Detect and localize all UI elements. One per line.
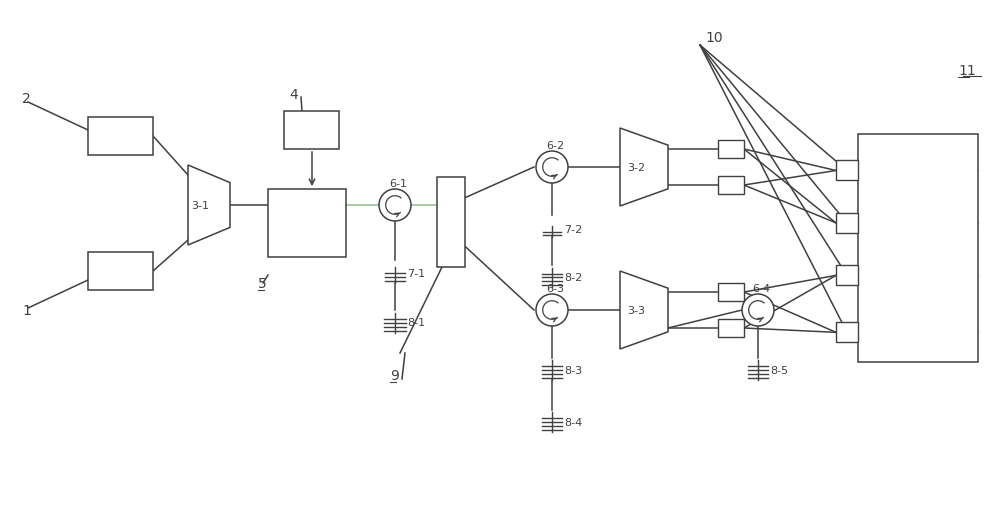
Polygon shape <box>620 272 668 349</box>
Text: 3-1: 3-1 <box>191 200 209 211</box>
Text: 8-4: 8-4 <box>564 417 582 427</box>
Circle shape <box>742 294 774 326</box>
Bar <box>836 323 858 343</box>
Text: 8-3: 8-3 <box>564 365 582 375</box>
Bar <box>437 178 465 268</box>
Bar <box>836 266 858 286</box>
Bar <box>268 189 346 258</box>
Text: 7-2: 7-2 <box>564 225 582 234</box>
Text: 6-4: 6-4 <box>752 283 770 293</box>
Text: 6-3: 6-3 <box>546 283 564 293</box>
Text: 5: 5 <box>258 276 267 290</box>
Text: 1: 1 <box>22 304 31 317</box>
Text: 3-2: 3-2 <box>627 163 645 173</box>
Text: 2: 2 <box>22 92 31 106</box>
Text: 11: 11 <box>958 64 976 78</box>
Text: 9: 9 <box>390 368 399 382</box>
Bar <box>718 141 744 159</box>
Text: 8-2: 8-2 <box>564 273 582 282</box>
Text: 6-2: 6-2 <box>546 141 564 150</box>
Bar <box>284 112 339 149</box>
Bar <box>836 161 858 181</box>
Text: 7-1: 7-1 <box>407 269 425 278</box>
Circle shape <box>536 152 568 184</box>
Polygon shape <box>620 129 668 207</box>
Polygon shape <box>188 166 230 245</box>
Text: 4: 4 <box>289 88 298 102</box>
Text: 10: 10 <box>705 31 723 45</box>
Text: 3-3: 3-3 <box>627 306 645 316</box>
Bar <box>718 283 744 301</box>
Text: 8-5: 8-5 <box>770 365 788 375</box>
Bar <box>88 252 153 290</box>
Text: 8-1: 8-1 <box>407 317 425 327</box>
Bar <box>718 319 744 337</box>
Circle shape <box>379 189 411 222</box>
Bar <box>836 214 858 233</box>
Circle shape <box>536 294 568 326</box>
Bar <box>858 135 978 362</box>
Text: 6-1: 6-1 <box>389 179 407 189</box>
Bar <box>88 118 153 156</box>
Bar <box>718 177 744 194</box>
